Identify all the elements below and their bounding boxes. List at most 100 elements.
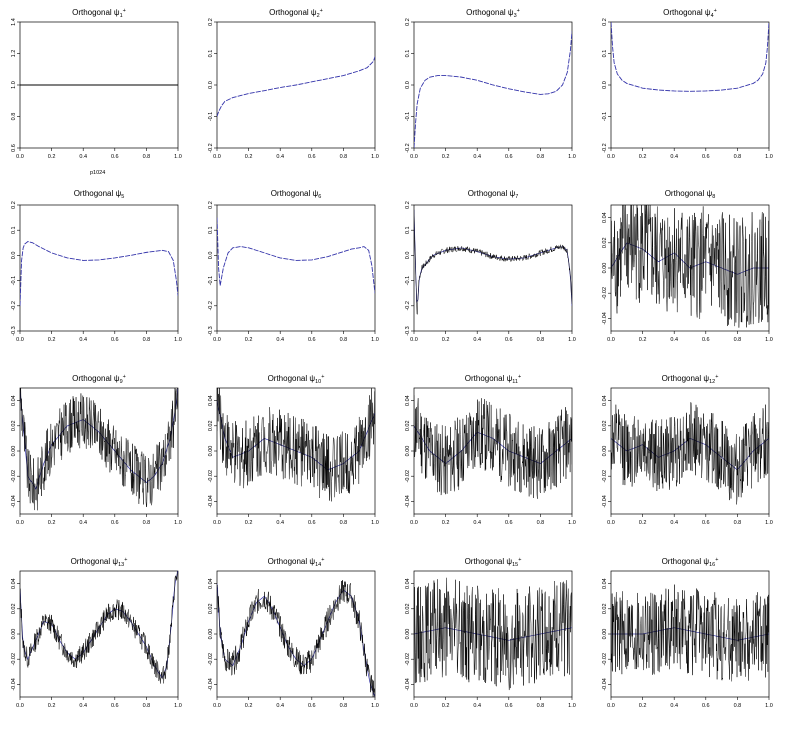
x-tick-label: 0.2 [48,703,56,709]
x-tick-label: 0.6 [505,520,513,526]
chart-title-text: Orthogonal ψ [467,189,516,198]
x-tick-label: 0.6 [702,520,710,526]
chart-title-superscript: + [518,557,522,563]
y-tick-label: -0.02 [208,470,214,483]
x-tick-label: 0.8 [143,520,151,526]
chart-title-text: Orthogonal ψ [267,374,316,383]
y-tick-label: 0.00 [405,446,411,457]
chart-title-text: Orthogonal ψ [661,557,710,566]
y-tick-label: 0.04 [208,578,214,589]
chart-title-subscript: 3 [513,13,517,19]
chart-panel-5: Orthogonal ψ5 0.0 0.2 0.4 0.6 0.8 1.0 -0.3 -0.2 -… [0,183,197,366]
x-tick-label: 0.4 [79,520,87,526]
x-tick-label: 0.8 [734,703,742,709]
x-tick-label: 1.0 [371,703,379,709]
x-tick-label: 0.2 [639,520,647,526]
x-tick-label: 0.6 [702,337,710,343]
y-tick-label: 0.6 [11,144,17,152]
chart-title-text: Orthogonal ψ [663,8,711,17]
x-tick-label: 0.8 [537,337,545,343]
x-tick-label: 0.2 [245,703,253,709]
plot-frame [19,387,179,515]
chart-title-subscript: 4 [710,13,714,19]
y-tick-label: 0.2 [11,201,17,209]
y-tick-label: 0.00 [405,629,411,640]
y-tick-label: 0.2 [405,18,411,26]
chart-title-subscript: 8 [712,194,716,200]
x-tick-label: 0.4 [473,337,481,343]
y-tick-label: 0.8 [11,113,17,121]
series-line-1 [414,209,572,315]
chart-svg-2: 0.0 0.2 0.4 0.6 0.8 1.0 -0.2 -0.1 0.0 0.1 0.2 [208,18,379,160]
x-tick-label: 0.8 [340,337,348,343]
y-tick-label: 0.02 [208,420,214,431]
y-tick-label: 0.02 [602,420,608,431]
chart-svg-14: 0.0 0.2 0.4 0.6 0.8 1.0 -0.04 -0.02 0.00 0.02 0.04 [208,570,379,709]
chart-title-superscript: + [319,8,323,14]
chart-title-subscript: 7 [515,194,519,200]
x-tick-label: 0.6 [505,337,513,343]
chart-title-subscript: 16 [709,562,716,568]
y-tick-label: -0.02 [602,470,608,483]
x-tick-label: 0.8 [537,703,545,709]
series-line-1 [611,22,769,92]
y-tick-label: 0.1 [208,50,214,58]
y-tick-label: 0.02 [11,603,17,614]
x-tick-label: 0.6 [111,154,119,160]
x-tick-label: 0.2 [245,520,253,526]
y-tick-label: 0.0 [11,252,17,260]
x-tick-label: 0.4 [79,154,87,160]
chart-title-superscript: + [713,8,717,14]
y-tick-label: 0.1 [405,226,411,234]
series-line-1 [20,241,178,306]
y-tick-label: -0.1 [405,276,411,285]
plot-frame [413,204,573,332]
x-tick-label: 0.2 [442,520,450,526]
y-tick-label: -0.2 [11,301,17,310]
y-tick-label: 0.00 [602,446,608,457]
chart-panel-16: Orthogonal ψ16+ 0.0 0.2 0.4 0.6 0.8 1.0 -0.04 -0… [591,549,788,732]
x-tick-label: 0.4 [276,154,284,160]
chart-title-8: Orthogonal ψ8 [611,189,769,202]
x-tick-label: 0.8 [734,520,742,526]
x-tick-label: 1.0 [765,703,773,709]
chart-panel-7: Orthogonal ψ7 0.0 0.2 0.4 0.6 0.8 1.0 -0.3 -0.2 -… [394,183,591,366]
series-line-1 [611,584,769,682]
x-tick-label: 1.0 [765,337,773,343]
series-group [611,205,769,328]
y-tick-label: 0.04 [405,395,411,406]
chart-title-text: Orthogonal ψ [466,8,514,17]
chart-svg-3: 0.0 0.2 0.4 0.6 0.8 1.0 -0.2 -0.1 0.0 0.1 0.2 [405,18,576,160]
x-tick-label: 0.4 [276,703,284,709]
x-tick-label: 0.0 [213,520,221,526]
x-tick-label: 0.4 [473,154,481,160]
y-tick-label: -0.04 [208,495,214,508]
y-tick-label: -0.04 [602,495,608,508]
chart-title-6: Orthogonal ψ6 [217,189,375,202]
x-tick-label: 0.0 [410,337,418,343]
y-tick-label: 0.0 [208,252,214,260]
series-line-1 [20,388,178,511]
chart-title-text: Orthogonal ψ [464,374,513,383]
y-tick-label: -0.2 [405,143,411,152]
chart-title-10: Orthogonal ψ10+ [217,372,375,387]
y-tick-label: 0.2 [602,18,608,26]
x-tick-label: 0.4 [79,703,87,709]
series-line-1 [414,31,572,148]
chart-svg-16: 0.0 0.2 0.4 0.6 0.8 1.0 -0.04 -0.02 0.00 0.02 0.04 [602,570,773,709]
x-tick-label: 1.0 [568,337,576,343]
x-tick-label: 0.8 [537,154,545,160]
series-group [20,241,178,306]
chart-svg-4: 0.0 0.2 0.4 0.6 0.8 1.0 -0.2 -0.1 0.0 0.1 0.2 [602,18,773,160]
x-tick-label: 1.0 [371,337,379,343]
x-tick-label: 0.2 [442,154,450,160]
chart-svg-12: 0.0 0.2 0.4 0.6 0.8 1.0 -0.04 -0.02 0.00 0.02 0.04 [602,387,773,526]
series-group [217,388,375,502]
y-tick-label: 0.0 [405,252,411,260]
x-tick-label: 0.0 [410,703,418,709]
y-tick-label: -0.02 [11,653,17,666]
x-tick-label: 0.4 [276,520,284,526]
y-tick-label: 0.04 [602,395,608,406]
y-tick-label: 0.1 [11,226,17,234]
series-reference-line [611,627,769,641]
